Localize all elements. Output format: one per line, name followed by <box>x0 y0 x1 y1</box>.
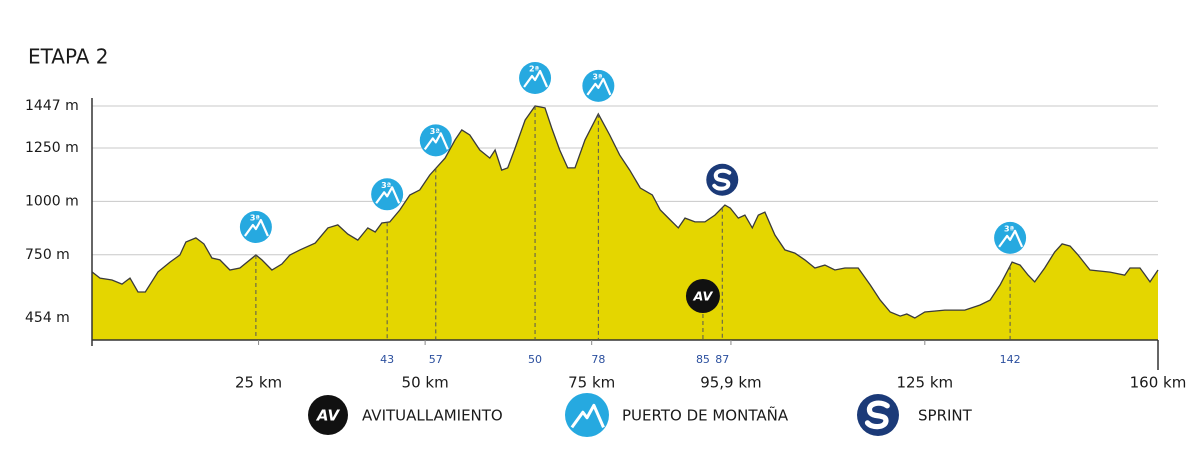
legend-icon: AV <box>308 395 348 435</box>
icon-text: 3ª <box>592 72 602 81</box>
y-tick-label: 1250 m <box>25 140 79 156</box>
icon-circle <box>308 395 348 435</box>
marker-icon: 3ª <box>419 124 452 157</box>
profile-line <box>91 105 1159 319</box>
icon-text: 3ª <box>430 127 440 136</box>
marker-icon: 3ª <box>582 69 615 102</box>
marker-label: 78 <box>591 353 605 366</box>
icon-mountain <box>244 218 269 237</box>
icon-mountain <box>998 229 1024 248</box>
x-tick-label: 95,9 km <box>700 374 761 392</box>
icon-mountain <box>523 69 549 88</box>
marker-label: 87 <box>715 353 729 366</box>
marker-icon: 2ª <box>519 62 552 94</box>
marker-label: 142 <box>1000 353 1021 366</box>
icon-s <box>864 400 890 430</box>
icon-s <box>712 168 732 191</box>
x-tick-label: 75 km <box>568 374 615 392</box>
legend-label: PUERTO DE MONTAÑA <box>622 406 789 425</box>
x-tick-label: 50 km <box>402 374 449 392</box>
icon-text: AV <box>316 407 341 425</box>
marker-label: 85 <box>696 353 710 366</box>
marker-icon: 3ª <box>371 178 404 211</box>
y-tick-label: 750 m <box>25 247 70 263</box>
icon-text: 3ª <box>250 214 260 223</box>
marker-label: 57 <box>429 353 443 366</box>
icon-text: AV <box>693 290 714 305</box>
icon-mountain <box>586 77 612 96</box>
icon-mountain <box>570 403 605 429</box>
marker-icon: 3ª <box>994 221 1027 254</box>
x-tick-label: 160 km <box>1130 374 1187 392</box>
icon-mountain <box>375 186 401 204</box>
profile-area <box>92 106 1158 340</box>
icon-text: 3ª <box>381 181 391 190</box>
marker-icon <box>706 163 739 196</box>
marker-label: 43 <box>380 353 394 366</box>
y-tick-label: 1000 m <box>25 193 79 209</box>
y-tick-label: 1447 m <box>25 98 79 114</box>
x-tick-label: 25 km <box>235 374 282 392</box>
legend-label: AVITUALLAMIENTO <box>362 407 503 425</box>
x-tick-label: 125 km <box>896 374 953 392</box>
icon-text: 2ª <box>529 65 539 74</box>
marker-icon: AV <box>685 279 720 313</box>
icon-text: 3ª <box>1004 224 1014 233</box>
marker-label: 50 <box>528 353 542 366</box>
legend-icon <box>565 393 609 437</box>
y-tick-label: 454 m <box>25 310 70 326</box>
legend-icon <box>857 394 899 436</box>
marker-icon: 3ª <box>239 211 272 244</box>
chart-title: ETAPA 2 <box>28 45 109 69</box>
icon-mountain <box>423 132 449 151</box>
legend-label: SPRINT <box>918 407 973 425</box>
icon-circle <box>685 279 720 313</box>
